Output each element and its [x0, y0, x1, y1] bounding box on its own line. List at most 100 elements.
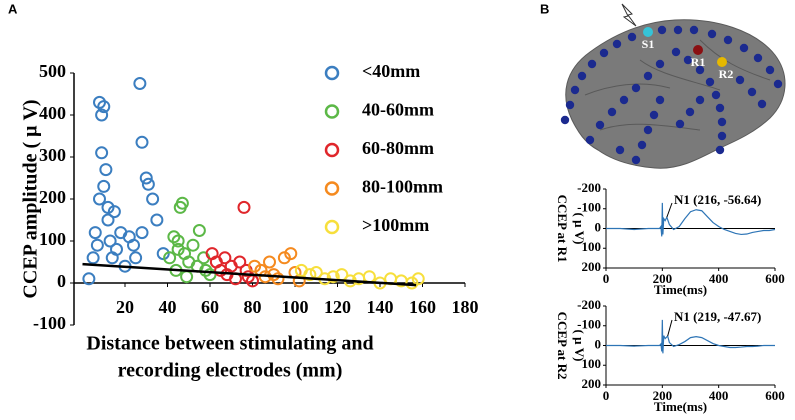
electrode	[643, 71, 653, 81]
y-axis-label: CCEP at R1	[555, 195, 570, 263]
y-tick-label: -100	[33, 313, 66, 333]
legend-marker	[324, 181, 340, 196]
scatter-point	[101, 200, 115, 214]
scatter-point	[97, 179, 111, 193]
scatter-point	[218, 251, 232, 265]
legend-marker	[324, 104, 340, 119]
x-tick-label: 600	[765, 271, 785, 286]
scatter-point	[237, 200, 251, 214]
annotation-pointer	[667, 319, 673, 337]
electrode	[773, 79, 783, 89]
scatter-point	[171, 234, 185, 248]
scatter-point	[95, 108, 109, 122]
scatter-point	[90, 238, 104, 252]
y-tick-label: 200	[582, 376, 602, 391]
y-tick-label: 100	[39, 229, 66, 249]
electrode	[715, 145, 725, 155]
scatter-point	[93, 95, 106, 109]
electrode	[735, 75, 745, 85]
y-tick-label: 0	[595, 336, 602, 351]
annotation: N1 (216, -56.64)	[674, 192, 761, 207]
legend-label: 80-100mm	[362, 177, 443, 197]
x-tick-label: 600	[765, 388, 785, 403]
electrode	[631, 155, 641, 165]
scatter-point	[129, 251, 143, 265]
electrode	[631, 83, 641, 93]
electrode	[683, 55, 693, 65]
x-tick-label: 20	[116, 297, 134, 317]
scatter-point	[135, 226, 149, 240]
y-tick-label: 400	[39, 103, 66, 123]
scatter-point	[99, 163, 113, 177]
electrode	[705, 77, 715, 87]
scatter-point	[133, 77, 147, 90]
scatter-point	[271, 272, 285, 286]
electrode	[717, 117, 727, 127]
scatter-point	[95, 146, 109, 160]
y-axis-label: ( μ V)	[572, 330, 587, 362]
scatter-point	[139, 171, 153, 185]
legend-label: 60-80mm	[362, 138, 434, 158]
scatter-point	[86, 251, 100, 265]
electrode	[595, 120, 605, 130]
electrode	[587, 59, 597, 69]
electrode	[747, 87, 757, 97]
y-tick-label: 300	[39, 145, 66, 165]
scatter-point	[233, 255, 247, 269]
y-tick-label: -100	[577, 200, 601, 215]
electrode	[707, 29, 717, 39]
x-tick-label: 0	[603, 271, 610, 286]
y-tick-label: 0	[595, 219, 602, 234]
electrode	[757, 99, 767, 109]
legend-label: 40-60mm	[362, 100, 434, 120]
electrode	[765, 65, 775, 75]
brain-image	[560, 3, 786, 169]
electrode	[570, 85, 580, 95]
electrode	[671, 47, 681, 57]
scatter-point	[167, 230, 181, 244]
scatter-point	[97, 100, 111, 114]
panel-label: A	[8, 1, 18, 16]
x-tick-label: 40	[159, 297, 177, 317]
x-axis-label: Time(ms)	[654, 282, 707, 297]
x-tick-label: 200	[653, 388, 673, 403]
legend-label: >100mm	[362, 215, 429, 235]
brain-label: R2	[719, 67, 734, 81]
x-tick-label: 400	[709, 271, 729, 286]
electrode	[615, 145, 625, 155]
y-tick-label: 100	[582, 356, 602, 371]
x-tick-label: 60	[201, 297, 219, 317]
y-tick-label: 200	[39, 187, 66, 207]
scatter-point	[163, 251, 177, 265]
x-tick-label: 180	[452, 297, 479, 317]
y-tick-label: -200	[577, 297, 601, 312]
scatter-point	[146, 192, 160, 206]
x-tick-label: 100	[282, 297, 309, 317]
y-tick-label: -200	[577, 180, 601, 195]
scatter-point	[82, 272, 96, 286]
scatter-point	[107, 205, 121, 219]
legend-marker	[324, 142, 340, 158]
scatter-point	[214, 263, 228, 277]
scatter-point	[248, 259, 262, 273]
legend-marker	[324, 219, 340, 235]
scatter-point	[156, 247, 170, 261]
scatter-point	[127, 238, 140, 252]
electrode	[689, 25, 699, 35]
brain-label: R1	[691, 55, 706, 69]
electrode	[753, 53, 763, 63]
electrode	[637, 140, 647, 150]
electrode	[657, 25, 667, 35]
scatter-point	[303, 268, 317, 282]
trace-line	[606, 202, 776, 237]
electrode	[695, 95, 705, 105]
x-tick-label: 160	[409, 297, 436, 317]
brain-label: S1	[642, 37, 655, 51]
electrode	[607, 107, 617, 117]
scatter-point	[405, 276, 419, 290]
scatter-point	[326, 270, 340, 284]
y-tick-label: 0	[57, 271, 66, 291]
electrode	[717, 131, 727, 141]
electrode	[619, 95, 629, 105]
